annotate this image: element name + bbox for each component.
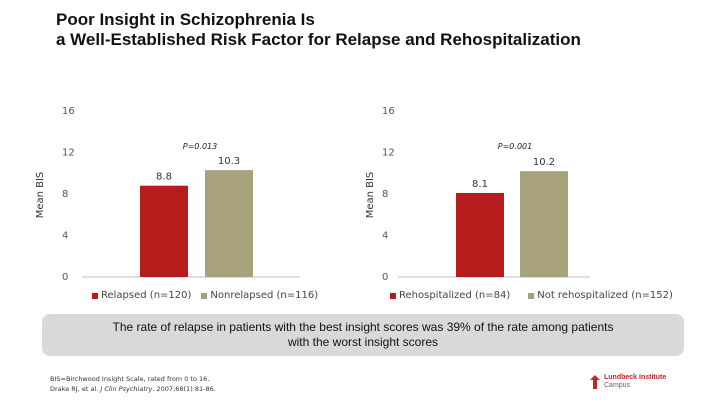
bar-data-label: 10.3 bbox=[218, 156, 240, 167]
reference-details: . 2007;68(1):81-86. bbox=[152, 385, 216, 393]
bar-data-label: 10.2 bbox=[533, 157, 555, 168]
y-tick-label: 8 bbox=[382, 189, 388, 200]
bar bbox=[520, 171, 568, 277]
bar-data-label: 8.1 bbox=[472, 179, 488, 190]
y-tick-label: 8 bbox=[62, 189, 68, 200]
legend-label: Nonrelapsed (n=116) bbox=[210, 290, 319, 301]
bar-data-label: 8.8 bbox=[156, 172, 172, 183]
legend-right: Rehospitalized (n=84) Not rehospitalized… bbox=[390, 290, 673, 301]
legend-swatch-olive bbox=[201, 292, 208, 299]
legend-item-nonrelapsed: Nonrelapsed (n=116) bbox=[201, 290, 318, 301]
y-tick-label: 16 bbox=[62, 106, 75, 117]
logo-mark-icon bbox=[590, 375, 600, 389]
slide-title-line2: a Well-Established Risk Factor for Relap… bbox=[56, 30, 581, 49]
y-tick-label: 4 bbox=[382, 231, 388, 242]
legend-item-relapsed: Relapsed (n=120) bbox=[92, 290, 191, 301]
y-tick-label: 16 bbox=[382, 106, 395, 117]
y-tick-label: 0 bbox=[382, 272, 388, 283]
key-finding-callout: The rate of relapse in patients with the… bbox=[42, 314, 684, 356]
legend-swatch-red bbox=[390, 292, 396, 299]
logo-line2: Campus bbox=[604, 382, 631, 389]
reference-authors: Drake RJ, et al. bbox=[50, 385, 101, 393]
legend-swatch-red bbox=[92, 292, 98, 299]
legend-swatch-olive bbox=[528, 292, 535, 299]
legend-left: Relapsed (n=120) Nonrelapsed (n=116) bbox=[92, 290, 318, 301]
y-tick-label: 0 bbox=[62, 272, 68, 283]
y-axis-title: Mean BIS bbox=[365, 172, 376, 219]
reference-journal: J Clin Psychiatry bbox=[100, 385, 153, 393]
legend-label: Rehospitalized (n=84) bbox=[399, 290, 511, 301]
footnote-abbreviation: BIS=Birchwood Insight Scale, rated from … bbox=[50, 375, 210, 383]
y-tick-label: 12 bbox=[382, 148, 395, 159]
callout-text: The rate of relapse in patients with the… bbox=[112, 320, 614, 349]
bar bbox=[140, 185, 188, 277]
bar bbox=[456, 192, 504, 277]
legend-label: Relapsed (n=120) bbox=[101, 290, 192, 301]
y-tick-label: 12 bbox=[62, 148, 75, 159]
legend-item-rehospitalized: Rehospitalized (n=84) bbox=[390, 290, 510, 301]
logo-line1: Lundbeck Institute bbox=[604, 374, 667, 381]
slide-title: Poor Insight in Schizophrenia Is a Well-… bbox=[56, 10, 696, 50]
y-axis-title: Mean BIS bbox=[35, 172, 46, 219]
lundbeck-logo: Lundbeck Institute Campus bbox=[590, 374, 666, 390]
slide-title-line1: Poor Insight in Schizophrenia Is bbox=[56, 10, 315, 29]
p-value-label: P=0.013 bbox=[183, 142, 217, 151]
legend-label: Not rehospitalized (n=152) bbox=[537, 290, 673, 301]
footnote: BIS=Birchwood Insight Scale, rated from … bbox=[50, 374, 216, 394]
bar bbox=[205, 170, 253, 277]
y-tick-label: 4 bbox=[62, 231, 68, 242]
footnote-reference: Drake RJ, et al. J Clin Psychiatry. 2007… bbox=[50, 384, 216, 394]
bar-charts: 0 4 8 12 16 Mean BIS 8.8 10.3P=0.013 0 4 8 12 16 Mean… bbox=[35, 106, 590, 283]
p-value-label: P=0.001 bbox=[498, 142, 532, 151]
legend-item-not-rehospitalized: Not rehospitalized (n=152) bbox=[528, 290, 673, 301]
